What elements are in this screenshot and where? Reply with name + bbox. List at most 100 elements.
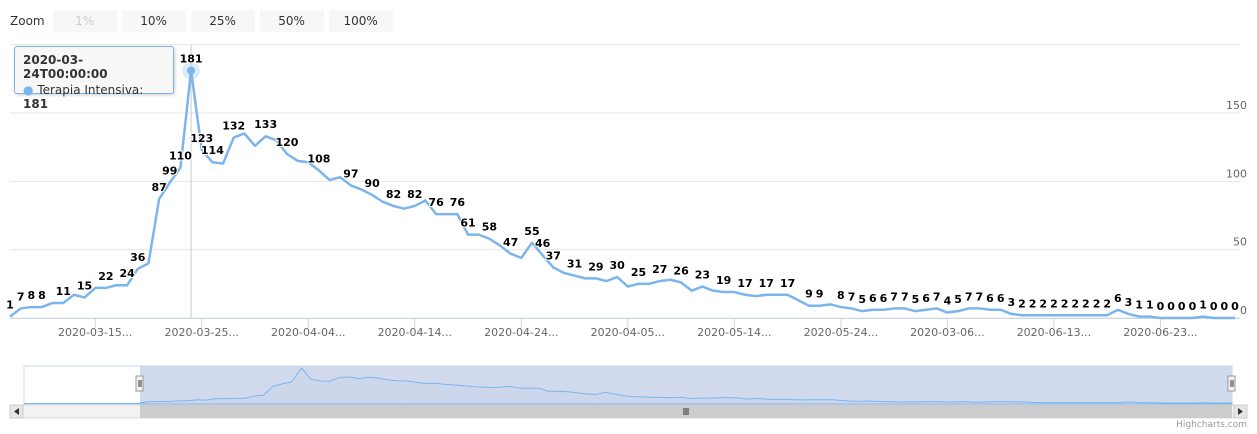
- data-label: 7: [965, 290, 973, 303]
- data-label: 7: [901, 290, 909, 303]
- zoom-100pct-button[interactable]: 100%: [328, 10, 393, 32]
- data-label: 25: [631, 266, 646, 279]
- data-label: 30: [610, 259, 626, 272]
- data-label: 36: [130, 251, 146, 264]
- data-label: 0: [1178, 300, 1186, 313]
- data-label: 90: [365, 177, 381, 190]
- navigator-series: [139, 367, 1233, 405]
- data-label: 5: [954, 293, 962, 306]
- data-label: 181: [180, 53, 203, 66]
- data-label: 24: [120, 267, 136, 280]
- data-label: 8: [27, 289, 35, 302]
- data-label: 1: [1135, 299, 1143, 312]
- data-label: 37: [546, 249, 561, 262]
- data-label: 2: [1071, 297, 1079, 310]
- data-label: 2: [1103, 297, 1111, 310]
- data-label: 4: [944, 295, 952, 308]
- x-tick-label: 2020-03-15...: [58, 326, 132, 339]
- data-label: 5: [912, 293, 920, 306]
- x-tick-label: 2020-04-14...: [378, 326, 452, 339]
- data-label: 9: [805, 288, 813, 301]
- data-label: 5: [858, 293, 866, 306]
- x-tick-label: 2020-05-24...: [804, 326, 878, 339]
- data-label: 2: [1029, 297, 1037, 310]
- data-label: 46: [535, 237, 551, 250]
- series-dot-icon: ●: [23, 83, 34, 97]
- data-label: 17: [737, 277, 752, 290]
- data-label: 82: [386, 188, 401, 201]
- data-label: 0: [1210, 300, 1218, 313]
- x-tick-label: 2020-04-24...: [484, 326, 558, 339]
- data-label: 8: [837, 289, 845, 302]
- y-tick-label: 150: [1226, 99, 1247, 112]
- x-tick-label: 2020-03-25...: [165, 326, 239, 339]
- data-label: 99: [162, 165, 177, 178]
- x-tick-label: 2020-04-04...: [271, 326, 345, 339]
- zoom-10pct-button[interactable]: 10%: [121, 10, 186, 32]
- y-tick-label: 100: [1226, 167, 1247, 180]
- data-label: 55: [524, 225, 539, 238]
- hover-point: [187, 66, 196, 75]
- credits-link[interactable]: Highcharts.com: [1176, 420, 1247, 430]
- data-label: 82: [407, 188, 422, 201]
- zoom-label: Zoom: [10, 14, 45, 28]
- data-label: 26: [673, 264, 689, 277]
- x-tick-label: 2020-04-05...: [591, 326, 665, 339]
- tooltip-series: Terapia Intensiva: [37, 83, 140, 97]
- data-label: 6: [880, 292, 888, 305]
- x-tick-label: 2020-06-23...: [1123, 326, 1197, 339]
- data-label: 133: [254, 118, 277, 131]
- data-label: 6: [922, 292, 930, 305]
- data-label: 97: [343, 167, 358, 180]
- data-label: 76: [428, 196, 444, 209]
- range-selector: Zoom 1% 10% 25% 50% 100%: [10, 10, 398, 32]
- data-label: 11: [56, 285, 71, 298]
- data-label: 120: [275, 136, 298, 149]
- data-label: 2: [1061, 297, 1069, 310]
- data-label: 110: [169, 150, 192, 163]
- data-label: 7: [976, 290, 984, 303]
- x-tick-label: 2020-06-13...: [1017, 326, 1091, 339]
- data-label: 31: [567, 258, 582, 271]
- data-label: 0: [1157, 300, 1165, 313]
- data-label: 2: [1018, 297, 1026, 310]
- data-label: 87: [151, 181, 166, 194]
- data-label: 1: [1146, 299, 1154, 312]
- x-tick-label: 2020-03-06...: [910, 326, 984, 339]
- data-label: 47: [503, 236, 518, 249]
- data-label: 58: [482, 221, 497, 234]
- arrow-right-icon: [1238, 408, 1243, 415]
- data-label: 7: [17, 290, 25, 303]
- data-label: 61: [460, 217, 475, 230]
- data-label: 29: [588, 260, 603, 273]
- data-label: 17: [759, 277, 774, 290]
- data-label: 2: [1039, 297, 1047, 310]
- tooltip-value: 181: [23, 97, 49, 111]
- data-label: 1: [1199, 299, 1207, 312]
- data-label: 0: [1189, 300, 1197, 313]
- data-label: 108: [307, 152, 330, 165]
- data-label: 0: [1221, 300, 1229, 313]
- data-label: 3: [1007, 296, 1015, 309]
- data-label: 1: [6, 299, 14, 312]
- data-label: 22: [98, 270, 113, 283]
- zoom-50pct-button[interactable]: 50%: [259, 10, 324, 32]
- data-label: 23: [695, 269, 710, 282]
- data-label: 3: [1125, 296, 1133, 309]
- zoom-25pct-button[interactable]: 25%: [190, 10, 255, 32]
- arrow-left-icon: [14, 408, 19, 415]
- series-line: [9, 69, 1235, 320]
- data-label: 7: [848, 290, 856, 303]
- data-label: 15: [77, 280, 92, 293]
- navigator: [23, 365, 1236, 405]
- data-label: 6: [986, 292, 994, 305]
- data-label: 132: [222, 120, 245, 133]
- data-label: 6: [1114, 292, 1122, 305]
- zoom-1pct-button[interactable]: 1%: [52, 10, 117, 32]
- y-tick-label: 50: [1233, 236, 1247, 249]
- data-label: 2: [1050, 297, 1058, 310]
- data-label: 8: [38, 289, 46, 302]
- data-label: 0: [1231, 300, 1239, 313]
- data-label: 17: [780, 277, 795, 290]
